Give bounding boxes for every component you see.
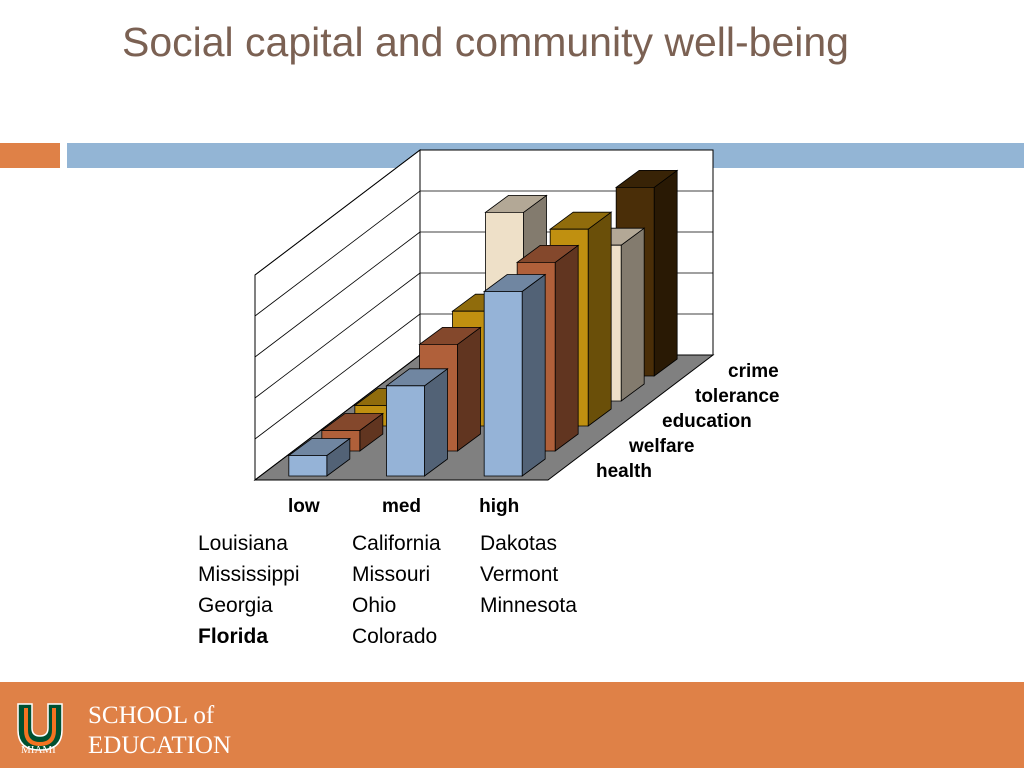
state: Minnesota [480,594,577,617]
bar-side [424,368,448,477]
x-tick-label: low [288,496,320,517]
logo-text: MIAMI [21,744,56,756]
grid-line [254,272,421,399]
state: Mississippi [198,563,300,586]
series-label: education [662,411,752,432]
bar-side [653,169,678,377]
bar [287,437,352,477]
state: Louisiana [198,532,288,555]
state: California [352,532,441,555]
x-tick-label: med [382,496,421,517]
grid-line [254,190,421,317]
bar-side [620,227,645,402]
state: Colorado [352,625,438,648]
slide-title: Social capital and community well-being [122,19,849,65]
state: Ohio [352,594,397,617]
footer: MIAMI SCHOOL of EDUCATION [0,682,1024,768]
state-list: California Missouri Ohio Colorado [352,528,454,652]
state: Vermont [480,563,559,586]
bar-side [521,273,546,477]
grid-line [254,149,421,276]
bar [385,368,449,477]
state-list: Dakotas Vermont Minnesota [480,528,610,621]
state: Dakotas [480,532,558,555]
bar-side [554,244,579,452]
state-list: Louisiana Mississippi Georgia Florida [198,528,338,652]
x-tick-label: high [479,496,519,517]
grid-line [254,231,421,358]
chart: low med high health welfare education toleranc… [253,148,779,517]
logo-u [17,703,63,751]
footer-line2: EDUCATION [88,732,232,759]
series-label: tolerance [695,386,779,407]
series-label: crime [728,361,779,382]
state: Missouri [352,563,431,586]
bar-front [288,455,328,477]
state: Georgia [198,594,273,617]
bar [482,273,547,477]
series-label: health [596,461,652,482]
grid-line [254,354,421,481]
header-bar-orange [0,143,60,168]
bar-front [386,385,425,477]
footer-line1: SCHOOL of [88,702,215,729]
series-label: welfare [628,436,694,457]
bar-side [457,326,481,452]
bar-front [483,291,523,477]
state: Florida [198,625,269,648]
bar-side [587,211,612,427]
grid-line [254,313,421,440]
